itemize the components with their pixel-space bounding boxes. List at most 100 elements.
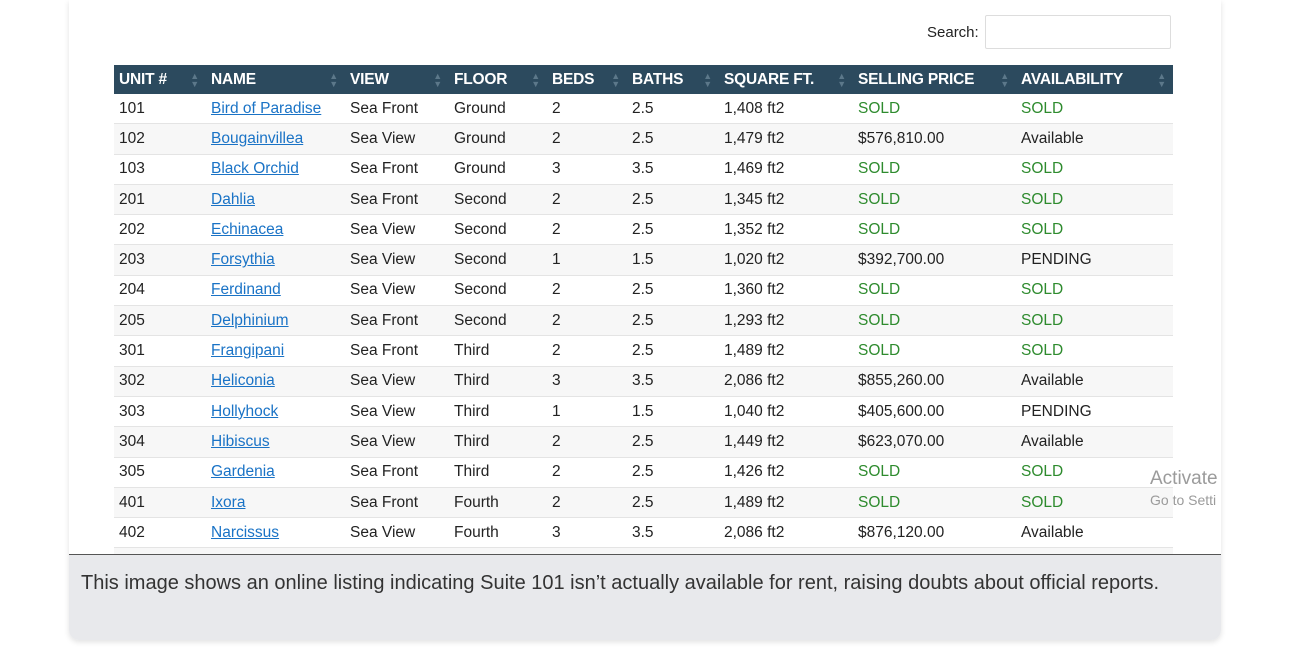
table-cell: SOLD xyxy=(853,457,1016,488)
unit-name-link[interactable]: Hollyhock xyxy=(211,402,279,420)
table-cell: 1,040 ft2 xyxy=(719,396,853,428)
table-cell: Sea View xyxy=(345,366,449,397)
table-row: 302 Heliconia Sea View Third 3 3.5 2,086 ft2 $8… xyxy=(114,366,1173,397)
table-cell: Third xyxy=(449,396,547,428)
table-cell: 3.5 xyxy=(627,517,719,549)
column-header[interactable]: VIEW ▲ ▼ xyxy=(345,65,449,94)
table-cell: $405,600.00 xyxy=(853,396,1016,428)
table-cell: Plumeria xyxy=(206,547,345,554)
unit-name-link[interactable]: Ixora xyxy=(211,493,246,511)
table-cell: 2.5 xyxy=(627,305,719,337)
table-cell: SOLD xyxy=(1016,94,1173,125)
table-cell: Gardenia xyxy=(206,457,345,488)
unit-name-link[interactable]: Bird of Paradise xyxy=(211,99,322,117)
table-row: 203 Forsythia Sea View Second 1 1.5 1,020 ft2 $… xyxy=(114,244,1173,276)
table-cell: 2.5 xyxy=(627,275,719,307)
watermark-subtitle: Go to Setti xyxy=(1150,492,1217,508)
table-cell: SOLD xyxy=(1016,335,1173,367)
column-header-label: AVAILABILITY xyxy=(1021,70,1124,88)
table-cell: 2,086 ft2 xyxy=(719,366,853,397)
table-cell: Ground xyxy=(449,154,547,185)
table-cell: 304 xyxy=(114,426,206,458)
table-row: 304 Hibiscus Sea View Third 2 2.5 1,449 ft2 $62… xyxy=(114,426,1173,458)
table-row: 401 Ixora Sea Front Fourth 2 2.5 1,489 ft2 SOLD… xyxy=(114,487,1173,519)
table-cell: 1,345 ft2 xyxy=(719,184,853,216)
table-cell: SOLD xyxy=(853,154,1016,185)
unit-name-link[interactable]: Black Orchid xyxy=(211,160,299,178)
table-cell: Ixora xyxy=(206,487,345,519)
table-cell: 2 xyxy=(547,94,627,125)
column-header-label: SQUARE FT. xyxy=(724,70,815,88)
table-body: 101 Bird of Paradise Sea Front Ground 2 2.5 1,… xyxy=(114,94,1173,554)
unit-name-link[interactable]: Bougainvillea xyxy=(211,129,304,147)
table-cell: PENDING xyxy=(1016,244,1173,276)
unit-name-link[interactable]: Heliconia xyxy=(211,372,275,390)
table-cell: Delphinium xyxy=(206,305,345,337)
table-cell: 1 xyxy=(547,547,627,554)
unit-name-link[interactable]: Ferdinand xyxy=(211,281,281,299)
search-input[interactable] xyxy=(984,15,1171,49)
table-row: 103 Black Orchid Sea Front Ground 3 3.5 1,469 … xyxy=(114,154,1173,185)
column-header[interactable]: SQUARE FT. ▲ ▼ xyxy=(719,65,853,94)
watermark-title: Activate xyxy=(1150,468,1218,489)
table-cell: Available xyxy=(1016,123,1173,155)
table-cell: 3 xyxy=(547,517,627,549)
unit-name-link[interactable]: Echinacea xyxy=(211,220,284,238)
unit-name-link[interactable]: Narcissus xyxy=(211,523,280,541)
table-cell: 2 xyxy=(547,426,627,458)
table-cell: Sea Front xyxy=(345,335,449,367)
table-cell: $876,120.00 xyxy=(853,517,1016,549)
unit-name-link[interactable]: Hibiscus xyxy=(211,432,270,450)
table-cell: 1,449 ft2 xyxy=(719,426,853,458)
table-row: 403PlumeriaSea ViewFourth11.51,040 ft2SO… xyxy=(114,547,1173,554)
table-cell: SOLD xyxy=(853,487,1016,519)
column-header-label: BATHS xyxy=(632,70,684,88)
table-cell: Sea Front xyxy=(345,305,449,337)
column-header-label: FLOOR xyxy=(454,70,508,88)
sort-arrows-icon: ▲ ▼ xyxy=(1000,70,1009,89)
table-cell: Fourth xyxy=(449,547,547,554)
table-cell: Sea View xyxy=(345,244,449,276)
column-header[interactable]: BEDS ▲ ▼ xyxy=(547,65,627,94)
unit-name-link[interactable]: Delphinium xyxy=(211,311,289,329)
column-header-label: BEDS xyxy=(552,70,595,88)
sort-arrows-icon: ▲ ▼ xyxy=(329,70,338,89)
table-cell: Sea View xyxy=(345,547,449,554)
column-header[interactable]: FLOOR ▲ ▼ xyxy=(449,65,547,94)
table-row: 101 Bird of Paradise Sea Front Ground 2 2.5 1,… xyxy=(114,94,1173,125)
table-cell: 1.5 xyxy=(627,547,719,554)
table-cell: Bougainvillea xyxy=(206,123,345,155)
activate-windows-watermark: Activate Go to Setti xyxy=(1150,468,1218,508)
sort-arrows-icon: ▲ ▼ xyxy=(703,70,712,89)
table-row: 102 Bougainvillea Sea View Ground 2 2.5 1,479 … xyxy=(114,123,1173,155)
column-header-label: UNIT # xyxy=(119,70,167,88)
sort-arrows-icon: ▲ ▼ xyxy=(611,70,620,89)
table-cell: 2 xyxy=(547,457,627,488)
table-row: 201 Dahlia Sea Front Second 2 2.5 1,345 ft2 SOL… xyxy=(114,184,1173,216)
unit-name-link[interactable]: Forsythia xyxy=(211,251,275,269)
unit-name-link[interactable]: Frangipani xyxy=(211,342,285,360)
table-cell: 205 xyxy=(114,305,206,337)
table-cell: Second xyxy=(449,244,547,276)
table-cell: Ground xyxy=(449,123,547,155)
column-header[interactable]: BATHS ▲ ▼ xyxy=(627,65,719,94)
table-cell: 2 xyxy=(547,335,627,367)
column-header[interactable]: UNIT # ▲ ▼ xyxy=(114,65,206,94)
table-cell: 1,293 ft2 xyxy=(719,305,853,337)
table-cell: Hollyhock xyxy=(206,396,345,428)
table-cell: 2.5 xyxy=(627,457,719,488)
table-cell: Fourth xyxy=(449,487,547,519)
unit-name-link[interactable]: Gardenia xyxy=(211,463,275,481)
table-cell: 2.5 xyxy=(627,426,719,458)
table-cell: Ground xyxy=(449,94,547,125)
sort-arrows-icon: ▲ ▼ xyxy=(190,70,199,89)
sort-arrows-icon: ▲ ▼ xyxy=(837,70,846,89)
column-header[interactable]: AVAILABILITY ▲ ▼ xyxy=(1016,65,1173,94)
table-cell: 2.5 xyxy=(627,94,719,125)
table-row: 205 Delphinium Sea Front Second 2 2.5 1,293 ft… xyxy=(114,305,1173,337)
column-header[interactable]: NAME ▲ ▼ xyxy=(206,65,345,94)
table-cell: 202 xyxy=(114,214,206,246)
column-header[interactable]: SELLING PRICE ▲ ▼ xyxy=(853,65,1016,94)
unit-name-link[interactable]: Dahlia xyxy=(211,190,255,208)
table-cell: SOLD xyxy=(1016,547,1173,554)
